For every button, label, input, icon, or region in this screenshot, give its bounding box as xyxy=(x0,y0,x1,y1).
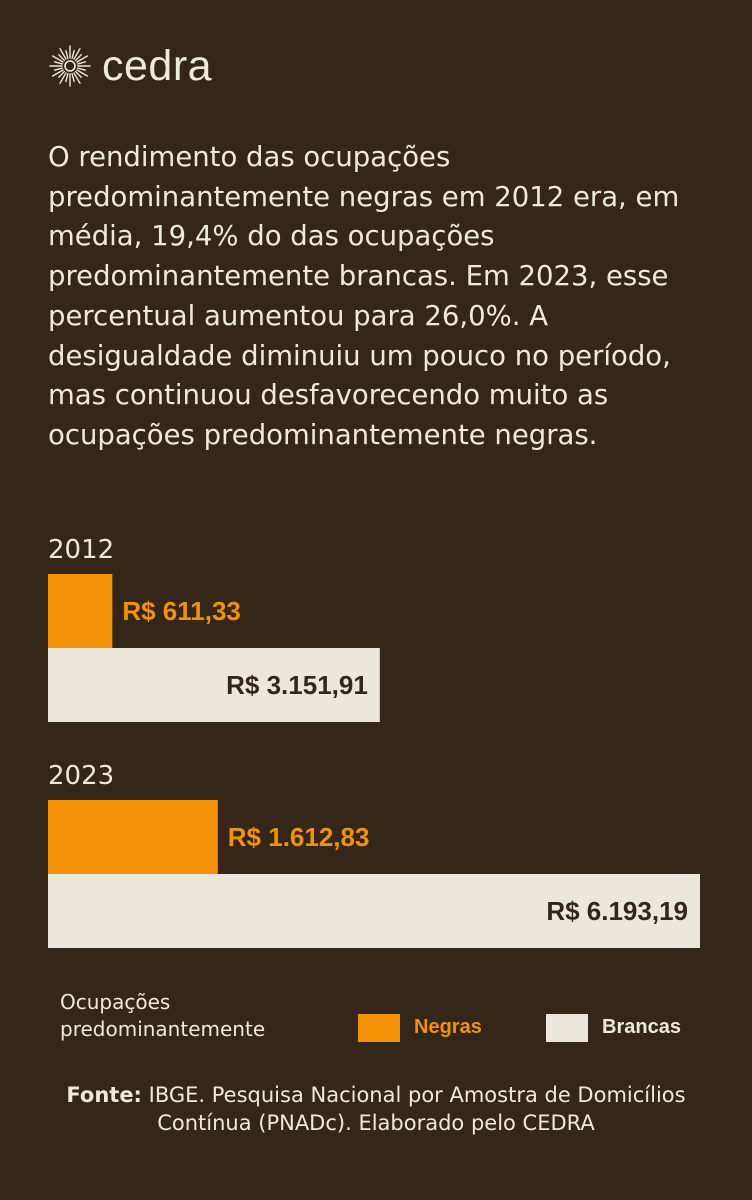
value-label-2012-brancas: R$ 3.151,91 xyxy=(226,670,368,700)
legend-swatch-negras xyxy=(358,1014,400,1042)
bar-2023-brancas xyxy=(48,874,700,948)
bar-2012-negras xyxy=(48,574,113,648)
sun-burst-icon xyxy=(49,45,91,87)
value-label-2012-negras: R$ 611,33 xyxy=(122,596,241,626)
legend-label-brancas: Brancas xyxy=(602,1016,681,1038)
source-text: IBGE. Pesquisa Nacional por Amostra de D… xyxy=(141,1083,686,1135)
bar-2012-brancas xyxy=(48,648,380,722)
source-note: Fonte: IBGE. Pesquisa Nacional por Amost… xyxy=(20,1081,732,1137)
legend-swatch-brancas xyxy=(546,1014,588,1042)
brand-name: cedra xyxy=(102,41,213,90)
source-label: Fonte: xyxy=(66,1083,142,1107)
bar-2023-negras xyxy=(48,800,218,874)
value-label-2023-negras: R$ 1.612,83 xyxy=(228,822,370,852)
year-label-2012: 2012 xyxy=(48,535,115,565)
value-label-2023-brancas: R$ 6.193,19 xyxy=(546,896,688,926)
legend-label-negras: Negras xyxy=(414,1016,482,1038)
intro-text: O rendimento das ocupações predominantem… xyxy=(48,141,680,451)
year-label-2023: 2023 xyxy=(48,761,115,791)
legend-title: Ocupações predominantemente xyxy=(60,990,266,1041)
brand-logo: cedra xyxy=(48,44,212,88)
